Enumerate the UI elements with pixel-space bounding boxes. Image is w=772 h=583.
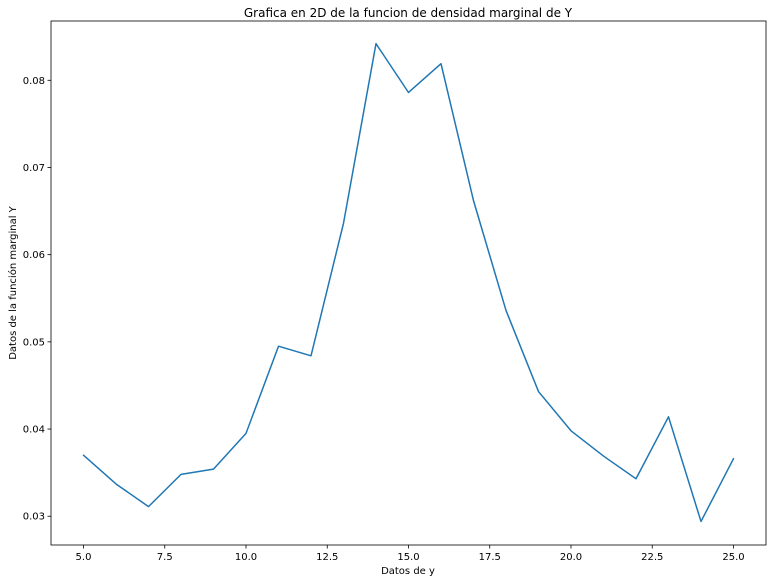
chart-title: Grafica en 2D de la funcion de densidad … bbox=[244, 6, 573, 20]
y-tick-label: 0.05 bbox=[23, 337, 45, 348]
series-line bbox=[82, 42, 735, 523]
y-tick-label: 0.03 bbox=[23, 512, 45, 523]
y-tick-label: 0.06 bbox=[23, 250, 45, 261]
x-tick-label: 22.5 bbox=[641, 552, 663, 563]
x-tick-label: 20.0 bbox=[560, 552, 582, 563]
x-tick-label: 12.5 bbox=[316, 552, 338, 563]
y-tick-label: 0.08 bbox=[23, 76, 45, 87]
plot-frame bbox=[50, 20, 767, 546]
x-tick-label: 17.5 bbox=[479, 552, 501, 563]
x-tick-label: 7.5 bbox=[157, 552, 173, 563]
x-tick-label: 15.0 bbox=[397, 552, 419, 563]
y-axis-ticks: 0.03 0.04 0.05 0.06 0.07 0.08 bbox=[23, 76, 51, 523]
series-layer bbox=[82, 42, 735, 523]
x-tick-label: 25.0 bbox=[722, 552, 744, 563]
y-tick-label: 0.07 bbox=[23, 163, 45, 174]
y-tick-label: 0.04 bbox=[23, 425, 45, 436]
x-tick-label: 5.0 bbox=[76, 552, 92, 563]
x-axis-title: Datos de y bbox=[381, 566, 435, 577]
x-tick-label: 10.0 bbox=[235, 552, 257, 563]
x-axis-ticks: 5.0 7.5 10.0 12.5 15.0 17.5 20.0 22.5 25.0 bbox=[76, 545, 745, 563]
y-axis-title: Datos de la función marginal Y bbox=[7, 205, 19, 359]
